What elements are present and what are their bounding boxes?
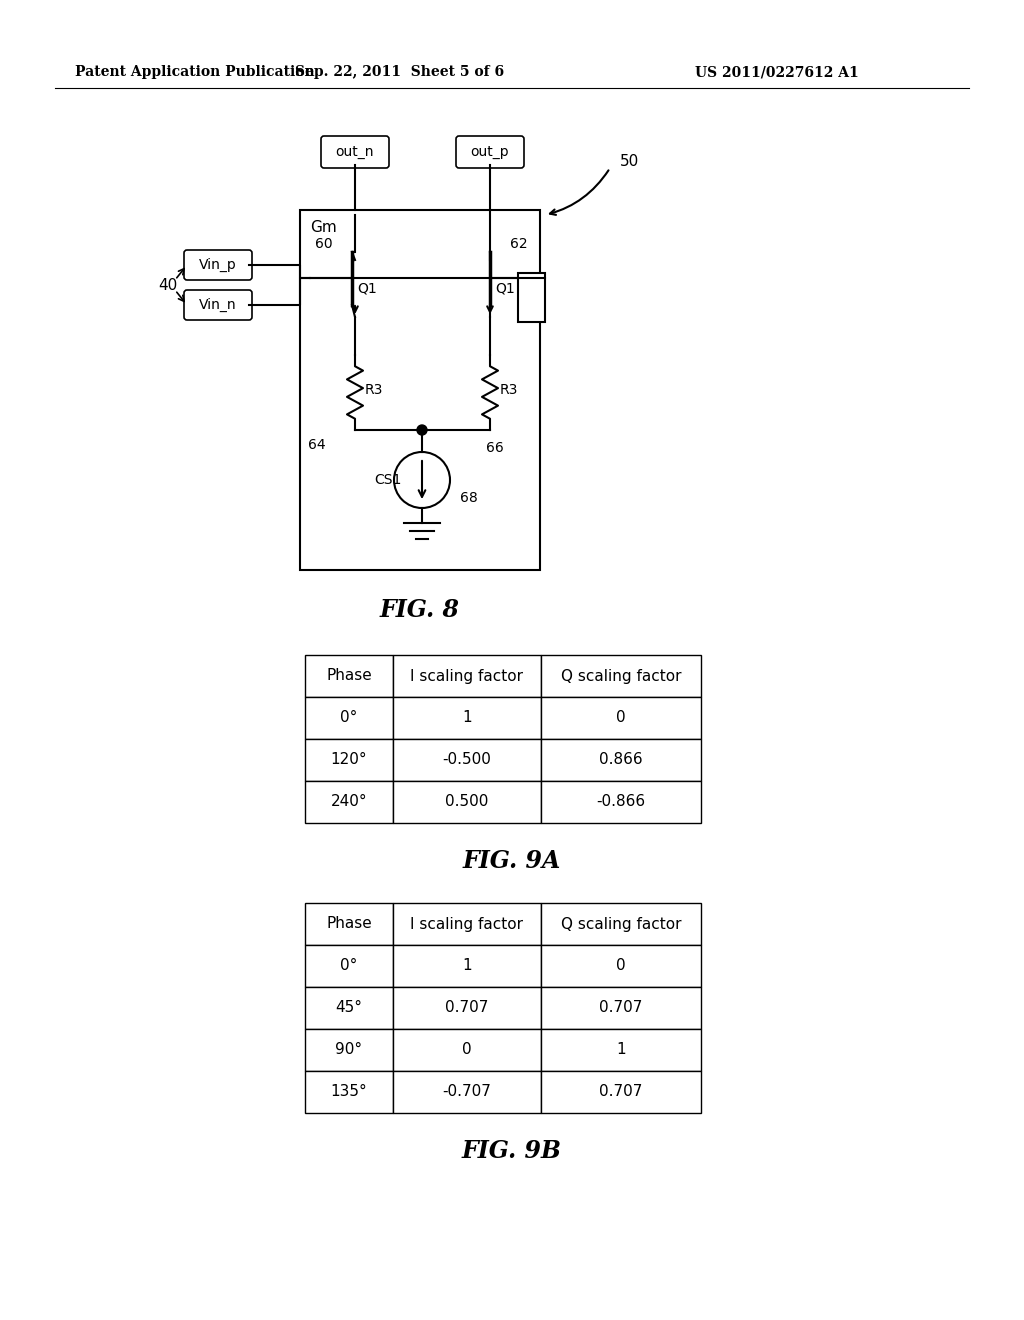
Text: Phase: Phase	[326, 916, 372, 932]
Text: 1: 1	[462, 710, 472, 726]
Bar	[305, 655, 393, 697]
Text: 45°: 45°	[336, 1001, 362, 1015]
Text: 60: 60	[315, 238, 333, 251]
Text: FIG. 8: FIG. 8	[380, 598, 460, 622]
Text: 1: 1	[462, 958, 472, 974]
Bar	[541, 739, 701, 781]
FancyBboxPatch shape	[184, 249, 252, 280]
Text: I scaling factor: I scaling factor	[411, 916, 523, 932]
Bar	[393, 1071, 541, 1113]
Bar	[393, 987, 541, 1030]
Text: 64: 64	[308, 438, 326, 451]
Bar	[541, 945, 701, 987]
Bar	[393, 945, 541, 987]
Text: Q1: Q1	[357, 281, 377, 294]
Text: Q scaling factor: Q scaling factor	[561, 668, 681, 684]
Text: Patent Application Publication: Patent Application Publication	[75, 65, 314, 79]
Bar	[300, 210, 540, 570]
Text: 90°: 90°	[336, 1043, 362, 1057]
Text: -0.707: -0.707	[442, 1085, 492, 1100]
Bar	[518, 273, 545, 322]
Text: R3: R3	[365, 383, 383, 397]
Text: Gm: Gm	[310, 220, 337, 235]
Text: 0.500: 0.500	[445, 795, 488, 809]
Text: Phase: Phase	[326, 668, 372, 684]
Text: 0: 0	[462, 1043, 472, 1057]
Bar	[541, 781, 701, 822]
Text: 40: 40	[158, 277, 177, 293]
Text: 62: 62	[510, 238, 527, 251]
Text: 66: 66	[486, 441, 504, 455]
Text: Q scaling factor: Q scaling factor	[561, 916, 681, 932]
Text: 0.707: 0.707	[599, 1085, 643, 1100]
Text: -0.866: -0.866	[596, 795, 645, 809]
Bar	[541, 1030, 701, 1071]
Bar	[305, 739, 393, 781]
Bar	[305, 1071, 393, 1113]
Text: 135°: 135°	[331, 1085, 368, 1100]
Text: FIG. 9B: FIG. 9B	[462, 1139, 562, 1163]
Bar	[541, 655, 701, 697]
Text: 1: 1	[616, 1043, 626, 1057]
Text: 0: 0	[616, 710, 626, 726]
Text: 68: 68	[460, 491, 478, 506]
Bar	[393, 1030, 541, 1071]
Bar	[305, 945, 393, 987]
Text: I scaling factor: I scaling factor	[411, 668, 523, 684]
Bar	[305, 697, 393, 739]
Text: Sep. 22, 2011  Sheet 5 of 6: Sep. 22, 2011 Sheet 5 of 6	[296, 65, 505, 79]
Text: 240°: 240°	[331, 795, 368, 809]
Text: 0.707: 0.707	[445, 1001, 488, 1015]
Bar	[393, 739, 541, 781]
Bar	[305, 987, 393, 1030]
Text: 0°: 0°	[340, 958, 357, 974]
Circle shape	[417, 425, 427, 436]
Text: 50: 50	[620, 154, 639, 169]
Bar	[393, 655, 541, 697]
FancyBboxPatch shape	[456, 136, 524, 168]
Text: US 2011/0227612 A1: US 2011/0227612 A1	[695, 65, 859, 79]
Text: 0.707: 0.707	[599, 1001, 643, 1015]
Text: 0°: 0°	[340, 710, 357, 726]
Text: FIG. 9A: FIG. 9A	[463, 849, 561, 873]
Text: -0.500: -0.500	[442, 752, 492, 767]
Text: out_p: out_p	[471, 145, 509, 158]
Bar	[305, 903, 393, 945]
FancyBboxPatch shape	[184, 290, 252, 319]
Text: 0.866: 0.866	[599, 752, 643, 767]
Text: out_n: out_n	[336, 145, 374, 158]
Bar	[541, 903, 701, 945]
Text: 0: 0	[616, 958, 626, 974]
Bar	[393, 781, 541, 822]
FancyBboxPatch shape	[321, 136, 389, 168]
Text: R3: R3	[500, 383, 518, 397]
Text: CS1: CS1	[374, 473, 401, 487]
Bar	[305, 1030, 393, 1071]
Text: Vin_p: Vin_p	[199, 257, 237, 272]
Text: Q1: Q1	[495, 281, 515, 294]
Bar	[393, 697, 541, 739]
Bar	[393, 903, 541, 945]
Bar	[305, 781, 393, 822]
Text: 120°: 120°	[331, 752, 368, 767]
Bar	[541, 697, 701, 739]
Text: Vin_n: Vin_n	[200, 298, 237, 312]
Bar	[541, 1071, 701, 1113]
Bar	[541, 987, 701, 1030]
